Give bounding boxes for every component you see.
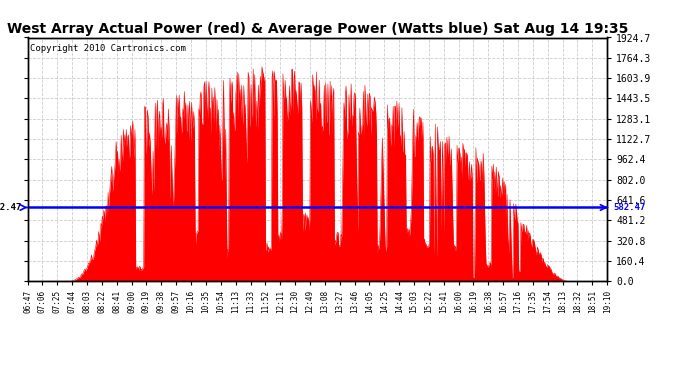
Text: Copyright 2010 Cartronics.com: Copyright 2010 Cartronics.com	[30, 44, 186, 52]
Text: 582.47: 582.47	[0, 203, 22, 212]
Title: West Array Actual Power (red) & Average Power (Watts blue) Sat Aug 14 19:35: West Array Actual Power (red) & Average …	[7, 22, 628, 36]
Text: 582.47: 582.47	[613, 203, 645, 212]
